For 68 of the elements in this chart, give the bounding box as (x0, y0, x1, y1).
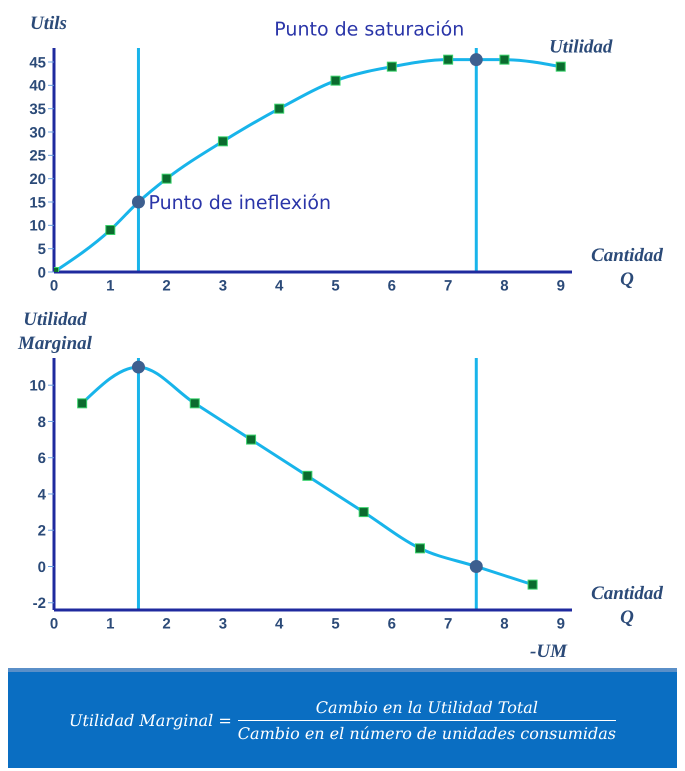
y-tick-label: 15 (29, 194, 46, 212)
text: Utilidad Marginal = (69, 710, 232, 730)
point (443, 54, 454, 65)
x-tick-label: 5 (331, 278, 340, 295)
x-tick-label: 8 (500, 278, 509, 295)
y-axis-title: Utilidad Marginal (18, 308, 92, 356)
series-label: Utilidad (549, 36, 613, 58)
point (274, 104, 284, 114)
x-tick-label: 5 (331, 616, 340, 633)
point (470, 53, 483, 66)
text: -UM (530, 640, 567, 664)
point (386, 62, 397, 72)
x-tick-label: 6 (388, 616, 396, 633)
annotation: Punto de saturación (274, 18, 464, 41)
annotation: Punto de ineflexión (148, 192, 332, 214)
point (330, 76, 341, 86)
point (302, 470, 312, 481)
y-tick-label: -2 (32, 595, 46, 612)
y-tick-label: 35 (29, 100, 46, 118)
point (470, 560, 483, 573)
point (162, 174, 172, 184)
y-axis-title: Utils (30, 12, 67, 36)
y-tick-label: 5 (38, 240, 46, 258)
x-tick-label: 7 (444, 278, 452, 295)
y-tick-label: 6 (38, 450, 46, 468)
point (105, 225, 116, 235)
y-tick-label: 25 (29, 148, 46, 165)
point (556, 62, 566, 72)
point (132, 196, 145, 208)
point (499, 54, 510, 65)
x-tick-label: 8 (500, 616, 509, 633)
x-tick-label: 9 (556, 616, 565, 633)
y-tick-label: 40 (29, 78, 46, 95)
x-tick-label: 7 (444, 616, 452, 633)
x-tick-label: 2 (162, 616, 171, 633)
point (132, 360, 145, 374)
x-tick-label: 6 (388, 278, 396, 295)
point (414, 543, 425, 554)
point (218, 136, 228, 146)
y-tick-label: 20 (29, 170, 46, 188)
x-tick-label: 3 (218, 278, 228, 295)
point (190, 398, 200, 408)
x-tick-label: 4 (275, 616, 284, 633)
x-tick-label: 1 (106, 278, 114, 295)
x-tick-label: 2 (162, 278, 171, 295)
point (358, 507, 369, 518)
y-tick-label: 4 (38, 486, 47, 504)
point (528, 580, 538, 590)
y-tick-label: 0 (38, 558, 46, 576)
x-axis-title: Cantidad Q (590, 582, 664, 630)
x-tick-label: 0 (50, 616, 58, 633)
x-tick-label: 3 (218, 616, 228, 633)
y-tick-label: 8 (38, 414, 46, 431)
x-tick-label: 1 (106, 616, 114, 633)
text: Cambio en el número de unidades consumidas (238, 724, 616, 742)
x-tick-label: 4 (275, 278, 284, 295)
y-tick-label: 10 (29, 218, 46, 235)
x-axis-title: Cantidad Q (590, 244, 664, 292)
text: Cambio en la Utilidad Total (316, 698, 538, 716)
x-tick-label: 0 (50, 278, 58, 295)
point (246, 434, 256, 445)
y-tick-label: 10 (29, 378, 46, 395)
x-tick-label: 9 (556, 278, 565, 295)
y-tick-label: 45 (29, 54, 46, 72)
y-tick-label: 2 (38, 522, 46, 540)
y-tick-label: 30 (29, 124, 46, 142)
point (77, 398, 88, 408)
y-tick-label: 0 (38, 264, 46, 282)
